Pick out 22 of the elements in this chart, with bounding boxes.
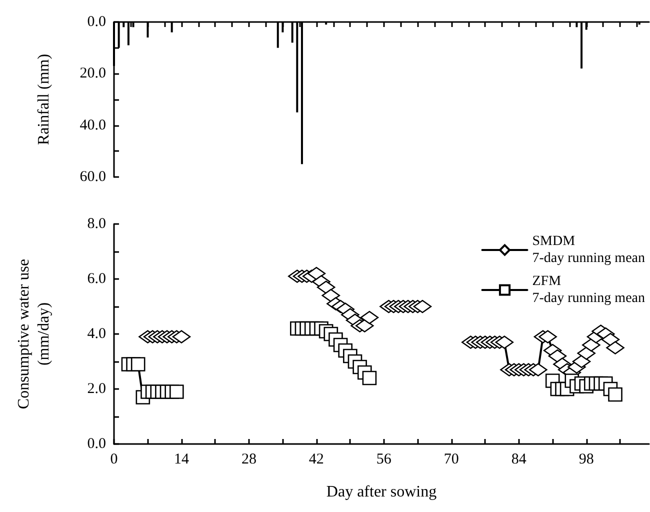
y-tick-label: 0.0: [87, 14, 106, 30]
x-tick-label: 70: [444, 452, 459, 468]
y-tick-label: 2.0: [87, 381, 106, 397]
x-axis-title: Day after sowing: [326, 484, 437, 500]
x-tick-label: 42: [308, 452, 324, 468]
legend-label: ZFM 7-day running mean: [532, 274, 646, 306]
x-tick-label: 98: [578, 452, 594, 468]
x-tick-label: 84: [511, 452, 527, 468]
x-tick-label: 0: [110, 452, 118, 468]
y-tick-label: 40.0: [80, 117, 106, 134]
y-tick-label: 6.0: [87, 271, 106, 287]
y-tick-label: 0.0: [87, 436, 106, 452]
y-tick-label: 20.0: [80, 66, 106, 82]
y-tick-label: 8.0: [87, 216, 106, 232]
y-axis-title: Consumptive water use (mm/day): [16, 258, 52, 410]
legend-label: SMDM 7-day running mean: [532, 234, 646, 266]
y-axis-title: Rainfall (mm): [36, 54, 52, 146]
x-tick-label: 56: [376, 452, 392, 468]
y-tick-label: 60.0: [80, 169, 106, 185]
x-tick-label: 28: [241, 452, 256, 468]
y-tick-label: 4.0: [87, 326, 106, 342]
x-tick-label: 14: [174, 452, 190, 468]
